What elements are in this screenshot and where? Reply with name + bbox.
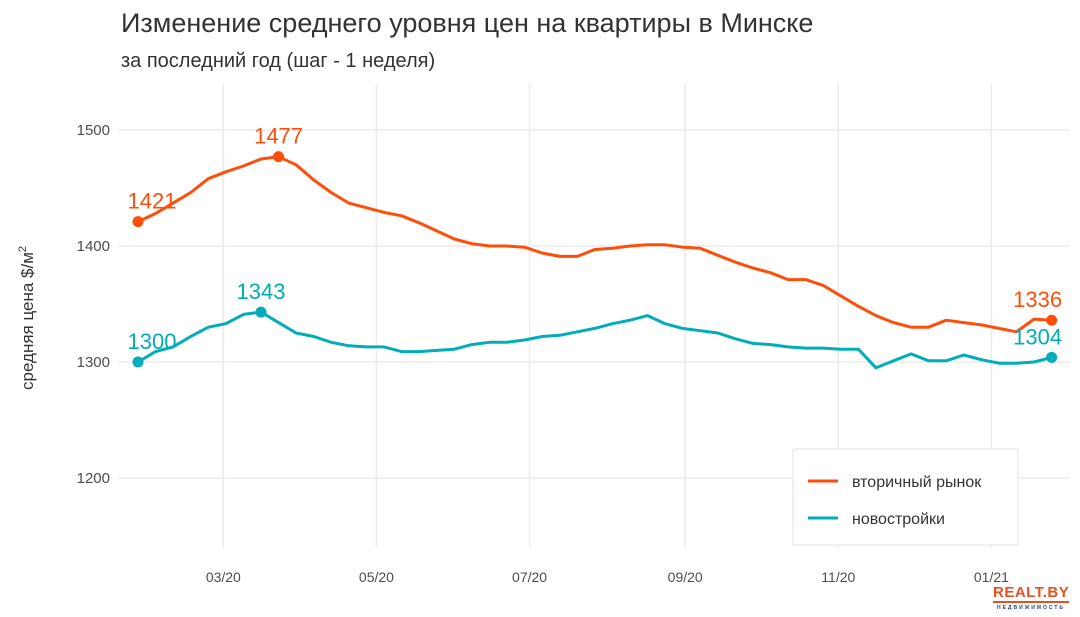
series-line-2 [137, 310, 1052, 370]
highlight-point [132, 356, 144, 368]
x-tick-label: 05/20 [359, 569, 394, 585]
x-tick-label: 07/20 [512, 569, 547, 585]
data-label: 1304 [1013, 324, 1062, 349]
logo-subtext: НЕДВИЖИМОСТЬ [996, 605, 1065, 611]
y-tick-label: 1300 [77, 354, 110, 371]
data-label: 1421 [128, 189, 177, 214]
highlight-point [132, 216, 144, 228]
legend-label: новостройки [852, 511, 945, 528]
x-tick-label: 11/20 [821, 569, 855, 585]
data-label: 1477 [254, 124, 303, 149]
y-tick-label: 1200 [77, 470, 110, 487]
realt-logo: REALT.BY НЕДВИЖИМОСТЬ [993, 585, 1069, 611]
logo-text: REALT.BY [993, 584, 1070, 603]
y-axis-label-superscript: 2 [17, 246, 29, 252]
chart-subtitle: за последний год (шаг - 1 неделя) [121, 50, 436, 72]
x-tick-label: 03/20 [206, 569, 241, 585]
y-tick-label: 1500 [77, 122, 110, 139]
data-label: 1336 [1013, 287, 1062, 312]
highlight-point [273, 151, 285, 163]
highlight-point [255, 306, 267, 318]
highlight-point [1046, 314, 1058, 326]
x-tick-label: 01/21 [974, 569, 1009, 585]
x-tick-label: 09/20 [668, 569, 703, 585]
data-label: 1343 [237, 279, 286, 304]
y-axis-label: средняя цена $/м2 [17, 246, 37, 390]
y-tick-label: 1400 [77, 238, 110, 255]
series-line-1 [137, 155, 1052, 334]
data-label: 1300 [128, 329, 177, 354]
legend-label: вторичный рынок [852, 474, 982, 491]
chart-title: Изменение среднего уровня цен на квартир… [121, 8, 814, 38]
highlight-point [1046, 351, 1058, 363]
legend-box [792, 448, 1019, 546]
